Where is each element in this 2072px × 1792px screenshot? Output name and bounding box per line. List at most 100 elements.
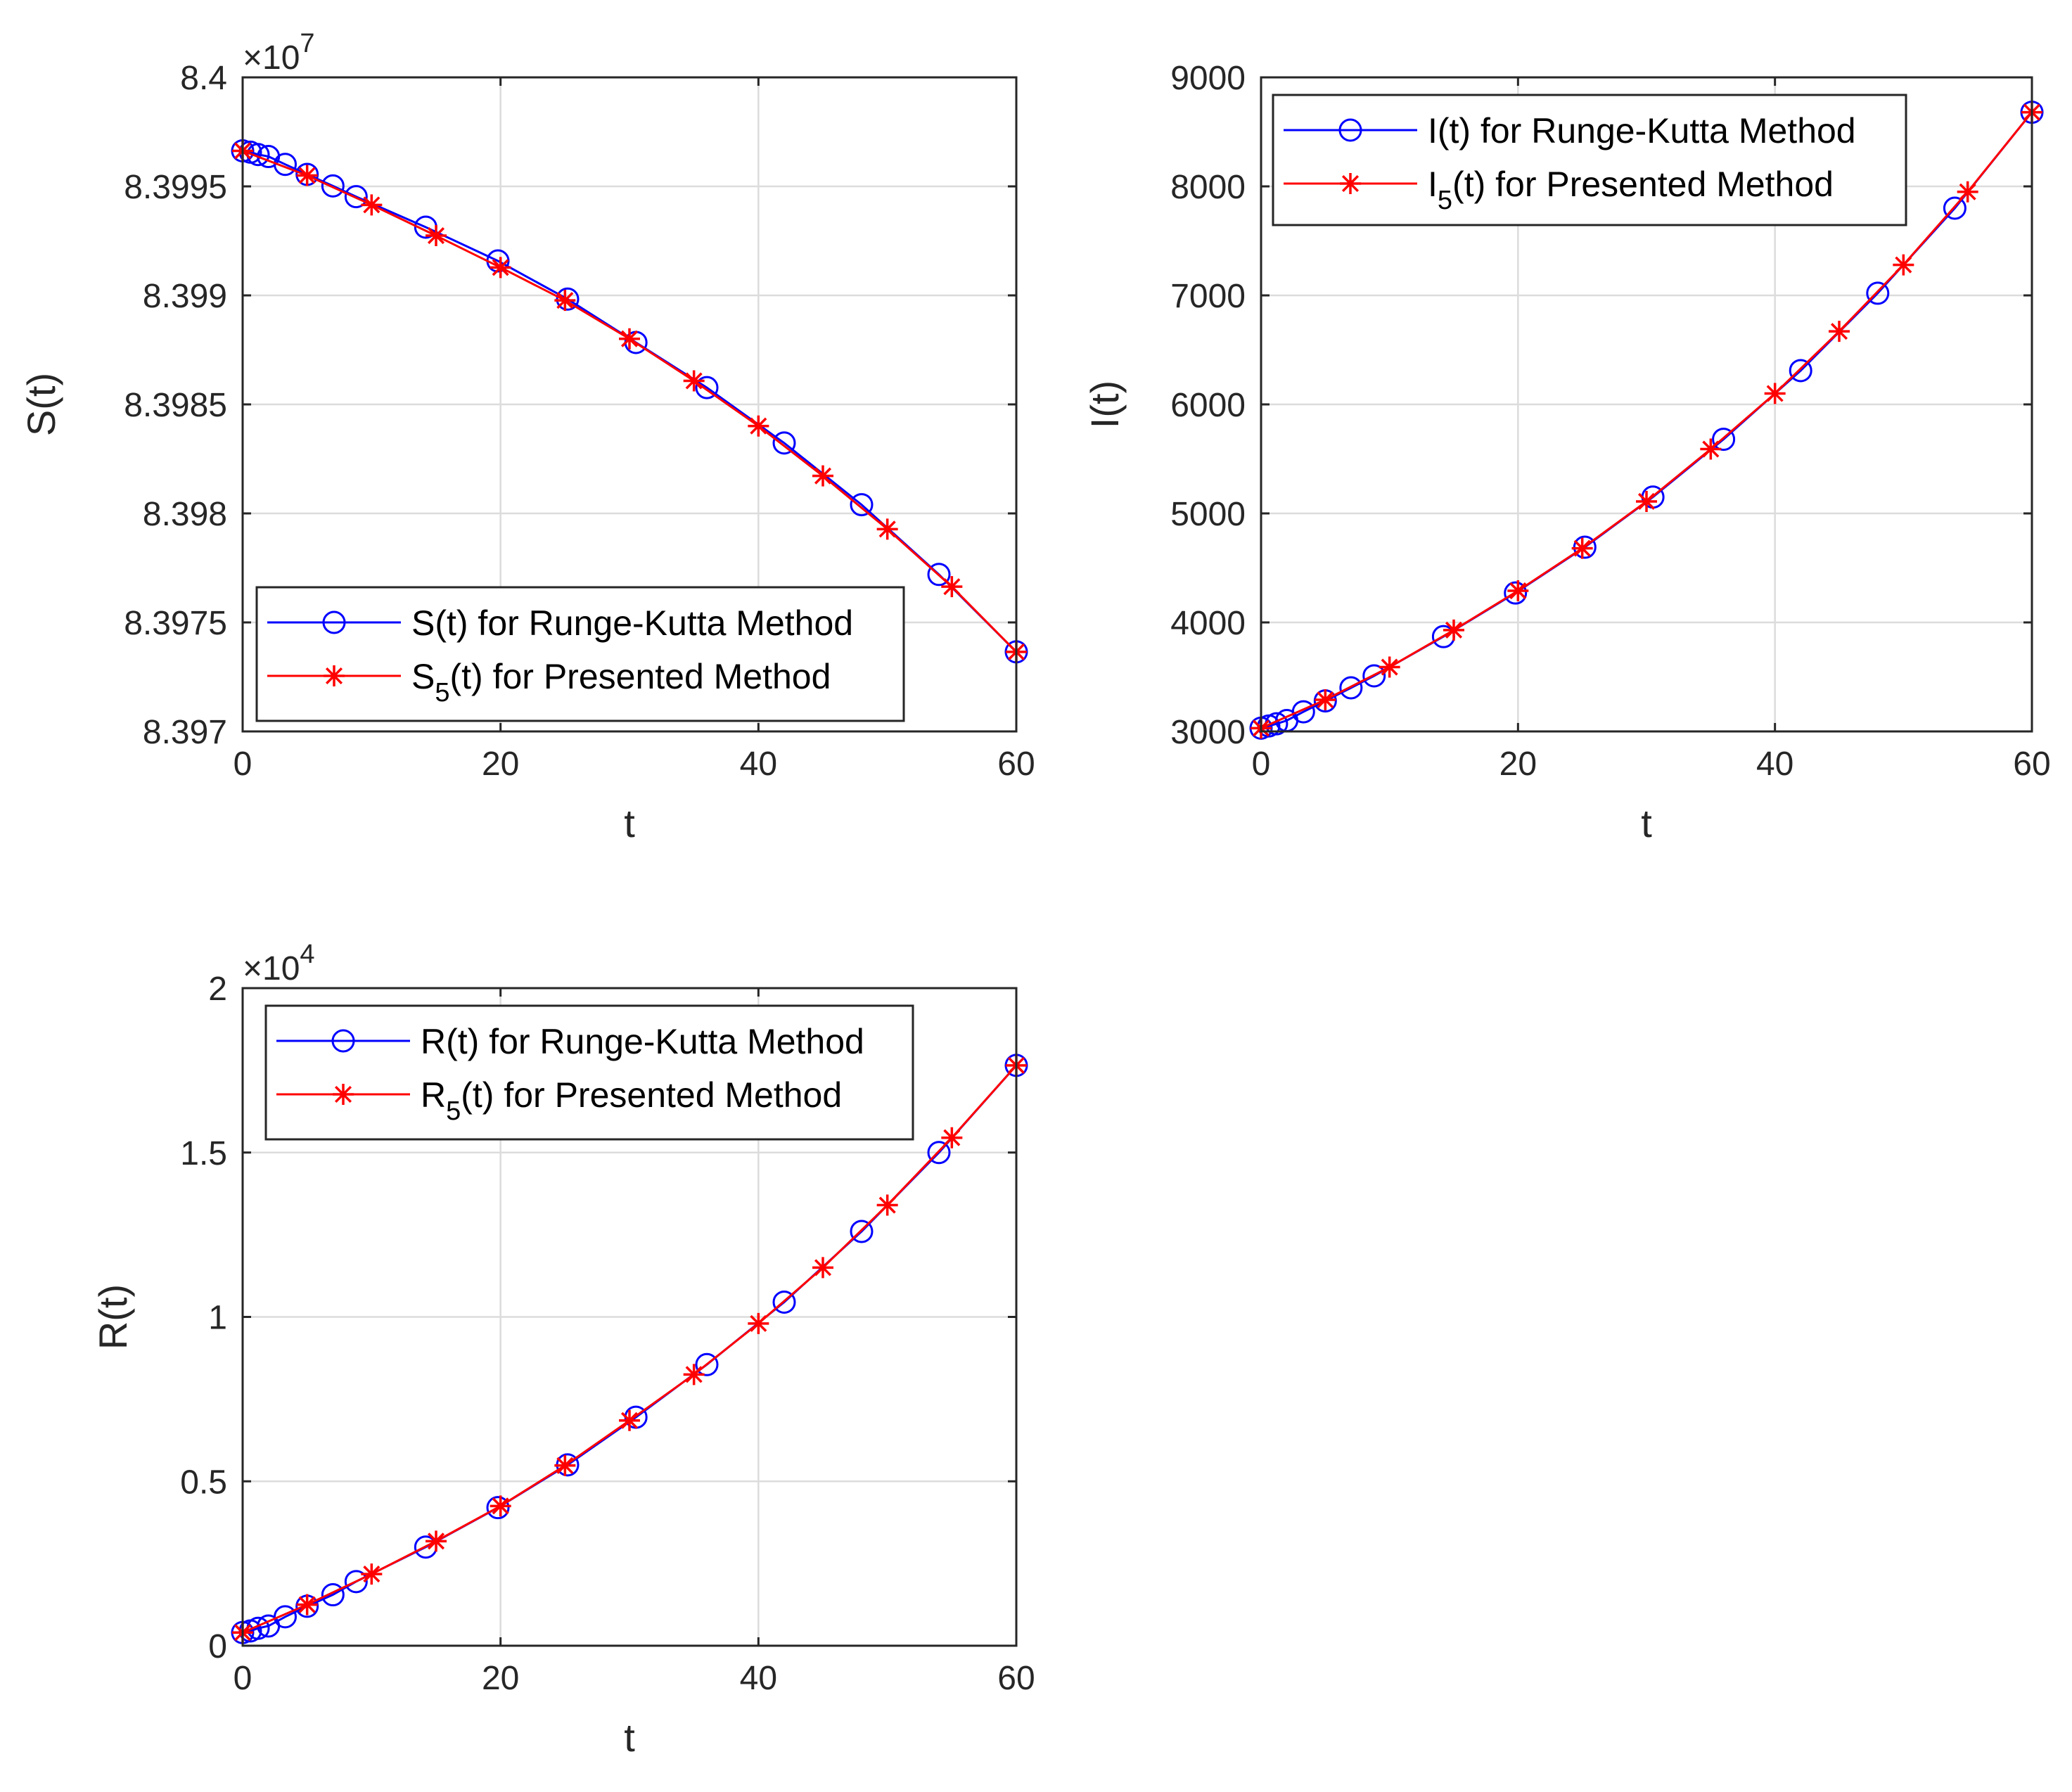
y-axis-label: R(t) [91,1284,135,1350]
x-tick-label: 40 [1756,745,1793,783]
axis-frame [241,987,1018,1647]
series-presented-method [232,140,1027,663]
data-point-star [1315,689,1336,711]
data-point-star [296,1594,318,1615]
legend-marker-star [333,1084,354,1105]
data-point-star [812,1257,833,1279]
legend-marker-circle [1338,118,1362,142]
data-point-circle [1789,359,1812,383]
y-tick-label: 1.5 [180,1135,227,1172]
y-axis-label: S(t) [19,373,63,436]
y-tick-label: 5000 [1170,496,1246,533]
x-tick-label: 20 [482,745,519,783]
data-point-circle [344,1570,368,1594]
x-axis-label: t [624,801,635,845]
y-tick-label: 8000 [1170,169,1246,206]
y-tick-label: 8.398 [143,496,227,533]
y-tick-label: 1 [208,1300,227,1337]
legend-marker-star [324,665,345,686]
data-point-star [683,370,705,392]
y-tick-label: 8.397 [143,714,227,751]
axis-multiplier: ×104 [243,940,315,987]
data-point-star [748,415,769,437]
y-tick-label: 8.399 [143,278,227,315]
x-tick-label: 60 [997,745,1035,783]
x-tick-label: 40 [740,1660,777,1697]
y-tick-label: 7000 [1170,278,1246,315]
data-point-circle [321,1583,345,1607]
legend-entry-label: S(t) for Runge-Kutta Method [411,603,853,643]
data-point-star [812,465,833,487]
x-tick-label: 20 [1499,745,1537,783]
data-point-circle [695,1352,719,1376]
y-tick-label: 6000 [1170,387,1246,424]
data-point-circle [1291,700,1315,724]
data-point-star [876,1194,898,1216]
data-point-circle [486,1496,510,1520]
legend-entry-label: R(t) for Runge-Kutta Method [421,1022,864,1061]
data-point-circle [850,493,874,517]
y-tick-label: 8.3995 [124,169,227,206]
legend-box [1272,94,1907,226]
data-point-star [1893,254,1914,276]
data-point-star [941,1127,963,1148]
data-point-star [1700,438,1722,460]
data-point-star [554,1454,576,1476]
data-point-circle [556,287,580,311]
data-point-star [426,1530,447,1552]
data-point-circle [321,174,345,198]
data-point-star [361,1563,383,1585]
data-point-star [490,257,511,279]
y-tick-label: 2 [208,971,227,1008]
data-point-circle [850,1220,874,1243]
data-point-circle [695,376,719,399]
x-axis-label: t [1641,801,1652,845]
legend: S(t) for Runge-Kutta Method S5(t) for Pre… [255,586,905,722]
x-tick-label: 0 [1252,745,1271,783]
data-point-circle [1943,196,1967,220]
data-point-circle [772,1290,796,1314]
x-tick-label: 0 [234,745,252,783]
data-point-circle [1339,676,1363,700]
data-point-star [1829,321,1850,343]
data-point-star [1443,619,1464,641]
legend-marker-circle [322,610,346,634]
x-tick-label: 20 [482,1660,519,1697]
x-tick-label: 60 [2013,745,2050,783]
data-point-star [683,1364,705,1385]
data-point-star [490,1495,511,1517]
data-point-circle [772,431,796,455]
data-point-star [1379,656,1400,678]
data-point-star [296,165,318,186]
y-tick-label: 3000 [1170,714,1246,751]
legend-entry-label: S5(t) for Presented Method [411,657,831,708]
y-tick-label: 9000 [1170,60,1246,97]
data-point-star [426,225,447,247]
y-axis-label: I(t) [1082,380,1127,428]
legend-box [255,586,905,722]
y-tick-label: 8.4 [180,60,227,97]
y-tick-label: 0.5 [180,1464,227,1501]
y-tick-label: 0 [208,1628,227,1665]
y-tick-label: 8.3985 [124,387,227,424]
legend-entry-label: I5(t) for Presented Method [1428,165,1834,215]
data-point-star [554,290,576,312]
x-tick-label: 60 [997,1660,1035,1697]
legend-entry-label: I(t) for Runge-Kutta Method [1428,111,1856,151]
chart-panel-r: 0 20 40 60 0 0.5 1 1.5 2 t R(t) ×104 R(t) for Runge-… [91,940,1035,1760]
chart-panel-i: 0 20 40 60 3000 4000 5000 6000 7000 8000 9000 t I(t)… [1082,60,2051,845]
legend-entry-label: R5(t) for Presented Method [421,1075,842,1126]
data-point-star [876,518,898,540]
legend: I(t) for Runge-Kutta Method I5(t) for Pre… [1272,94,1907,226]
series-line [242,150,1018,653]
data-point-star [1764,383,1786,404]
chart-panel-s: 0 20 40 60 8.397 8.3975 8.398 8.3985 8.399 8.3995… [19,29,1035,845]
data-point-star [941,576,963,598]
axis-frame [1260,76,2033,733]
data-point-star [361,194,383,216]
x-tick-label: 0 [234,1660,252,1697]
data-point-star [748,1312,769,1334]
data-point-star [1636,490,1657,512]
axis-frame [241,76,1018,733]
